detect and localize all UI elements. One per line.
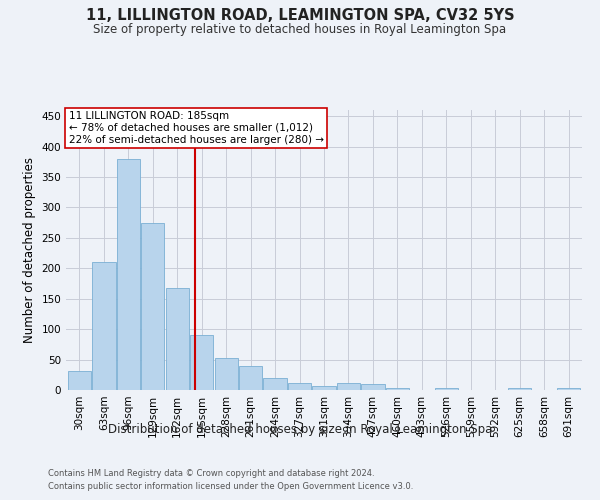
Bar — [92, 262, 116, 390]
Text: Contains HM Land Registry data © Crown copyright and database right 2024.: Contains HM Land Registry data © Crown c… — [48, 468, 374, 477]
Bar — [166, 288, 189, 390]
Bar — [508, 388, 531, 390]
Bar — [557, 388, 580, 390]
Bar — [288, 382, 311, 390]
Y-axis label: Number of detached properties: Number of detached properties — [23, 157, 36, 343]
Bar — [239, 366, 262, 390]
Bar — [313, 386, 335, 390]
Bar — [68, 370, 91, 390]
Bar — [117, 158, 140, 390]
Bar — [434, 388, 458, 390]
Bar — [386, 388, 409, 390]
Bar — [215, 358, 238, 390]
Bar — [337, 384, 360, 390]
Text: Distribution of detached houses by size in Royal Leamington Spa: Distribution of detached houses by size … — [108, 422, 492, 436]
Bar — [141, 222, 164, 390]
Bar — [361, 384, 385, 390]
Bar — [190, 334, 214, 390]
Text: 11 LILLINGTON ROAD: 185sqm
← 78% of detached houses are smaller (1,012)
22% of s: 11 LILLINGTON ROAD: 185sqm ← 78% of deta… — [68, 112, 323, 144]
Text: Size of property relative to detached houses in Royal Leamington Spa: Size of property relative to detached ho… — [94, 22, 506, 36]
Text: Contains public sector information licensed under the Open Government Licence v3: Contains public sector information licen… — [48, 482, 413, 491]
Text: 11, LILLINGTON ROAD, LEAMINGTON SPA, CV32 5YS: 11, LILLINGTON ROAD, LEAMINGTON SPA, CV3… — [86, 8, 514, 22]
Bar — [263, 378, 287, 390]
